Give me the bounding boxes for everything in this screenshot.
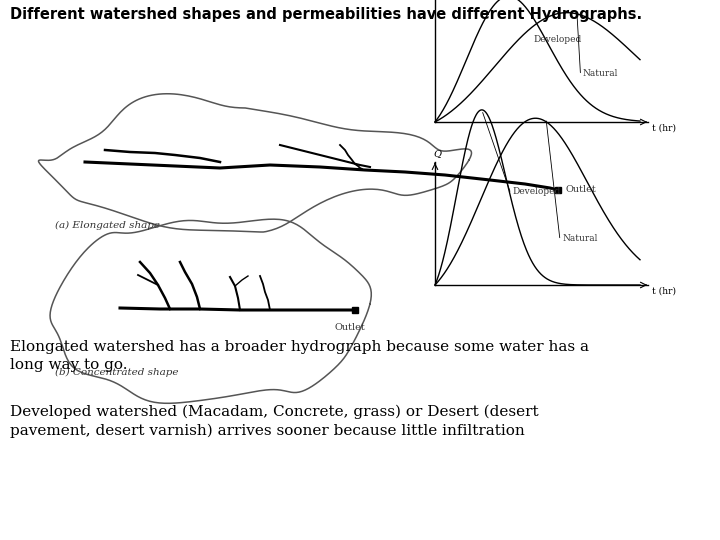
Text: Elongated watershed has a broader hydrograph because some water has a
long way t: Elongated watershed has a broader hydrog…: [10, 340, 589, 373]
Text: Natural: Natural: [562, 234, 598, 243]
Text: Outlet: Outlet: [335, 323, 365, 332]
Text: (b) Concentrated shape: (b) Concentrated shape: [55, 367, 179, 376]
Text: Developed watershed (Macadam, Concrete, grass) or Desert (desert
pavement, deser: Developed watershed (Macadam, Concrete, …: [10, 405, 539, 438]
Text: Different watershed shapes and permeabilities have different Hydrographs.: Different watershed shapes and permeabil…: [10, 7, 642, 22]
Text: Outlet: Outlet: [565, 186, 595, 194]
Text: Developed: Developed: [534, 35, 582, 44]
Text: t (hr): t (hr): [652, 124, 676, 133]
Text: t (hr): t (hr): [652, 287, 676, 296]
Text: Developed: Developed: [513, 187, 561, 197]
Text: Natural: Natural: [582, 69, 618, 78]
Text: (a) Elongated shape: (a) Elongated shape: [55, 220, 160, 230]
Text: Q: Q: [433, 149, 441, 158]
